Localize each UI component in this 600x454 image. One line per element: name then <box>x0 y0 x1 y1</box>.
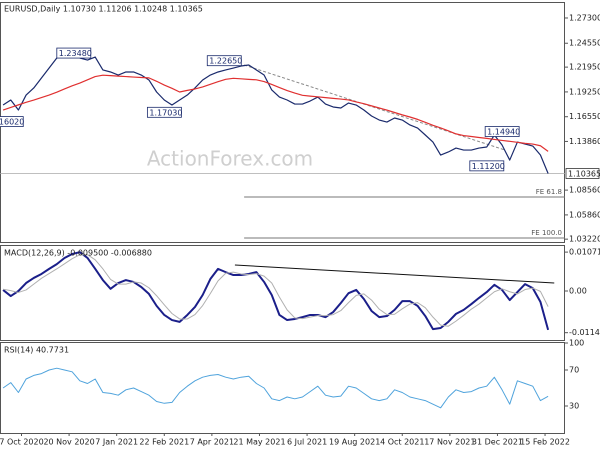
last-price-box <box>565 168 600 179</box>
y-tick-label: 1.05860 <box>569 210 600 219</box>
price-label-box <box>206 55 242 67</box>
series-line <box>2 367 549 409</box>
price-label-box <box>146 106 182 118</box>
price-label: 1.11200 <box>472 162 505 171</box>
y-tick-label: 30 <box>569 402 579 411</box>
x-tick-label: 7 Oct 2020 <box>0 438 44 447</box>
price-label: 1.14940 <box>487 128 520 137</box>
price-label-box <box>0 116 24 127</box>
y-tick-label: 100 <box>569 339 584 348</box>
price-label-box <box>484 126 520 137</box>
price-label: 1.23480 <box>59 49 92 58</box>
last-price-label: 1.10365 <box>568 170 600 179</box>
y-tick-label: 1.08560 <box>569 186 600 195</box>
x-tick-label: 4 Oct 2021 <box>380 438 424 447</box>
x-tick-label: 20 Nov 2020 <box>43 438 94 447</box>
x-tick-label: 22 Feb 2021 <box>139 438 189 447</box>
panel-title: EURUSD,Daily 1.10730 1.11206 1.10248 1.1… <box>4 5 203 14</box>
level-label: FE 61.8 <box>536 188 562 196</box>
x-tick-label: 31 Dec 2021 <box>472 438 523 447</box>
panel-plot: FE 61.8 FE 100.0 1.23480 1.16020 1.17030 1.22… <box>0 47 565 239</box>
y-tick-label: 1.16550 <box>569 112 600 121</box>
price-label-box <box>469 160 505 172</box>
y-tick-label: 0.010718 <box>569 248 600 257</box>
x-tick-label: 6 Jul 2021 <box>287 438 327 447</box>
series-line <box>2 254 549 327</box>
panel-plot <box>2 367 549 409</box>
price-label-box <box>56 47 92 59</box>
price-label: 1.17030 <box>149 108 182 117</box>
y-tick-label: 1.27300 <box>569 13 600 22</box>
panel-plot <box>2 251 555 331</box>
x-tick-label: 7 Jan 2021 <box>95 438 138 447</box>
x-tick-label: 19 Aug 2021 <box>329 438 380 447</box>
macd-panel-frame <box>0 245 565 341</box>
panel-title: RSI(14) 40.7731 <box>4 346 69 355</box>
y-tick-label: 1.19250 <box>569 87 600 96</box>
y-tick-label: 70 <box>569 366 579 375</box>
series-line <box>2 251 550 331</box>
x-tick-label: 15 Feb 2022 <box>520 438 570 447</box>
trendline <box>243 64 506 151</box>
y-tick-label: 1.13860 <box>569 137 600 146</box>
level-label: FE 100.0 <box>531 229 562 237</box>
y-tick-label: 1.24550 <box>569 39 600 48</box>
series-line <box>2 52 549 174</box>
y-tick-label: 1.03220 <box>569 235 600 244</box>
watermark: ActionForex.com <box>147 147 313 171</box>
x-tick-label: 7 Apr 2021 <box>190 438 234 447</box>
y-tick-label: -0.011483 <box>569 328 600 337</box>
panel-title: MACD(12,26,9) -0.009500 -0.006880 <box>4 249 152 258</box>
price-label: 1.22650 <box>209 57 242 66</box>
y-tick-label: 1.21950 <box>569 63 600 72</box>
x-tick-label: 17 Nov 2021 <box>424 438 475 447</box>
series-line <box>2 74 549 152</box>
x-tick-label: 21 May 2021 <box>233 438 285 447</box>
y-tick-label: 0.00 <box>569 287 587 296</box>
price-label: 1.16020 <box>0 118 24 127</box>
rsi-panel-frame <box>0 342 565 434</box>
trendline <box>234 264 555 284</box>
